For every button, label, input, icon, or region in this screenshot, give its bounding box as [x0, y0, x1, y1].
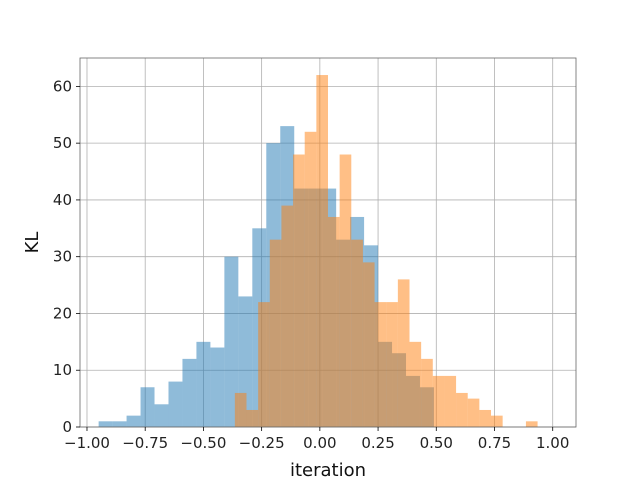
- series-2-bar: [269, 239, 282, 427]
- series-1-bar: [112, 421, 127, 427]
- histogram-bars: [98, 75, 538, 428]
- x-tick-label: 0.50: [420, 434, 453, 452]
- series-1-bar: [210, 347, 225, 427]
- series-2-bar: [316, 75, 328, 428]
- series-2-bar: [362, 262, 375, 427]
- series-1-bar: [126, 415, 141, 427]
- series-1-bar: [98, 421, 113, 427]
- y-tick-label: 30: [53, 248, 72, 266]
- series-1-bar: [196, 341, 211, 427]
- series-2-bar: [444, 375, 457, 427]
- series-2-bar: [246, 409, 259, 427]
- series-1-bar: [168, 381, 183, 427]
- series-2-bar: [339, 154, 352, 427]
- series-2-bar: [351, 239, 363, 427]
- x-axis-label: iteration: [290, 460, 366, 480]
- y-tick-label: 0: [62, 418, 72, 436]
- y-axis-label: KL: [22, 232, 43, 254]
- x-tick-label: 0.75: [478, 434, 511, 452]
- y-tick-label: 60: [53, 77, 72, 95]
- series-2-bar: [467, 398, 480, 427]
- series-2-bar: [258, 302, 270, 427]
- y-tick-label: 40: [53, 191, 72, 209]
- series-2-bar: [234, 392, 247, 427]
- y-tick-label: 20: [53, 304, 72, 322]
- plot-frame: [79, 57, 577, 428]
- series-2-bar: [293, 154, 305, 427]
- x-tick-label: −0.75: [122, 434, 168, 452]
- x-tick-label: −0.25: [239, 434, 285, 452]
- x-tick-label: 0.00: [303, 434, 336, 452]
- series-2-bar: [328, 216, 340, 427]
- series-2-bar: [409, 341, 422, 427]
- series-2-bar: [397, 279, 410, 427]
- series-2-bar: [304, 131, 317, 428]
- series-2-bar: [386, 302, 398, 427]
- x-tick-label: 0.25: [361, 434, 394, 452]
- y-tick-label: 50: [53, 134, 72, 152]
- series-2-bar: [479, 409, 492, 427]
- series-2-bar: [491, 415, 503, 427]
- y-axis-ticks: 0 10 20 30 40 50 60: [53, 77, 80, 436]
- x-axis-ticks: −1.00 −0.75 −0.50 −0.25 0.00 0.25 0.50 0.75 1.00: [64, 427, 569, 452]
- series-1-bar: [224, 256, 239, 427]
- series-1-bar: [154, 404, 169, 427]
- series-2-bar: [374, 302, 387, 427]
- series-2-bar: [421, 358, 433, 427]
- series-2-bar: [281, 205, 294, 427]
- series-2-bar: [432, 375, 445, 427]
- series-1-bar: [182, 358, 197, 427]
- series-1-bar: [140, 387, 155, 427]
- x-tick-label: −1.00: [64, 434, 110, 452]
- series-2-bar: [456, 392, 468, 427]
- x-tick-label: −0.50: [180, 434, 226, 452]
- series-2-bar: [525, 421, 538, 427]
- y-tick-label: 10: [53, 361, 72, 379]
- x-tick-label: 1.00: [536, 434, 569, 452]
